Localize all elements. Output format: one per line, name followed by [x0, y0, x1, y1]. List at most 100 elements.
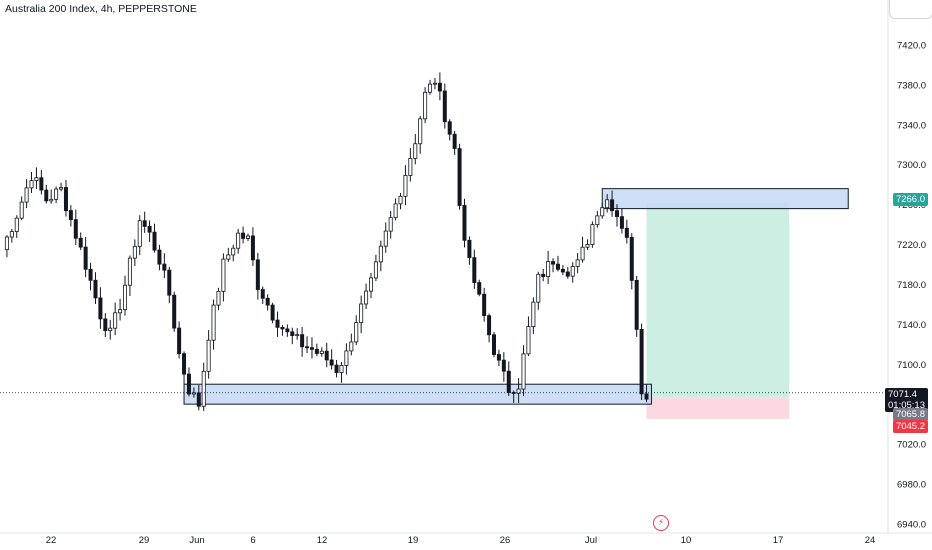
candle-body [147, 225, 152, 233]
candle-body [68, 210, 73, 221]
candle-body [83, 246, 88, 270]
lightning-icon[interactable]: ⚡ [653, 515, 669, 531]
candle-body [29, 180, 34, 189]
candle-body [491, 334, 496, 355]
candle-body [221, 258, 226, 292]
y-tick-label: 7300.0 [897, 160, 926, 171]
candle-body [501, 359, 506, 372]
candle-body [364, 290, 369, 305]
candle-body [4, 236, 9, 251]
price-axis[interactable]: 6940.06980.07020.07060.07100.07140.07180… [897, 41, 926, 531]
candle-body [482, 293, 487, 317]
candle-body [295, 334, 300, 337]
candle-body [644, 393, 649, 400]
candle-body [585, 244, 590, 248]
candles-layer [4, 72, 649, 411]
y-tick-label: 6980.0 [897, 479, 926, 490]
y-tick-label: 7020.0 [897, 440, 926, 451]
chart-toolbar-toggle[interactable] [889, 0, 932, 19]
candle-body [423, 91, 428, 120]
candle-body [280, 326, 285, 330]
x-tick-label: Jul [585, 535, 597, 546]
candle-body [418, 118, 423, 145]
candle-body [245, 235, 250, 239]
candle-body [162, 263, 167, 271]
candle-body [231, 247, 236, 256]
candle-body [477, 282, 482, 295]
x-tick-label: Jun [189, 535, 204, 546]
candle-body [378, 245, 383, 263]
candle-body [98, 297, 103, 320]
candle-body [344, 350, 349, 366]
x-tick-label: 17 [773, 535, 784, 546]
candle-body [211, 304, 216, 341]
candle-body [610, 199, 615, 212]
candle-body [590, 224, 595, 245]
candle-body [226, 254, 231, 260]
profit-zone [646, 202, 790, 398]
candle-body [260, 289, 265, 299]
candle-body [536, 273, 541, 303]
candle-body [324, 350, 329, 361]
candle-body [555, 263, 560, 270]
candle-body [103, 318, 108, 332]
x-tick-label: 19 [408, 535, 419, 546]
candle-body [442, 90, 447, 123]
candle-body [383, 230, 388, 247]
candle-body [526, 326, 531, 355]
stop-price-label: 7065.8 [892, 408, 928, 421]
candle-body [270, 304, 275, 321]
candle-body [309, 347, 314, 350]
candle-body [521, 353, 526, 390]
candle-body [19, 201, 24, 219]
candle-body [472, 257, 477, 283]
candle-body [118, 309, 123, 314]
time-axis[interactable]: 22 29 Jun 6 12 19 26 Jul 10 17 24 [46, 535, 876, 546]
target-price-label: 7266.0 [892, 193, 928, 206]
chart-title: Australia 200 Index, 4h, PEPPERSTONE [5, 3, 197, 15]
bar-countdown: 01:05:13 [888, 400, 925, 411]
candle-body [123, 284, 128, 311]
candle-body [314, 348, 319, 354]
candle-body [447, 121, 452, 135]
candle-body [319, 350, 324, 354]
candle-body [54, 188, 59, 200]
candle-body [59, 187, 64, 190]
x-tick-label: 24 [865, 535, 876, 546]
zones-layer [183, 188, 849, 419]
candle-body [132, 245, 137, 259]
candle-body [142, 220, 147, 227]
candle-body [496, 354, 501, 361]
y-tick-label: 6940.0 [897, 519, 926, 530]
candle-body [24, 187, 29, 203]
candle-body [255, 259, 260, 290]
candle-body [432, 82, 437, 85]
candle-body [9, 231, 14, 238]
candle-body [334, 364, 339, 373]
candle-body [241, 232, 246, 239]
candle-body [639, 329, 644, 395]
candle-body [349, 341, 354, 352]
y-tick-label: 7100.0 [897, 360, 926, 371]
y-tick-label: 7340.0 [897, 120, 926, 131]
candle-body [600, 207, 605, 217]
candle-body [506, 370, 511, 393]
candle-body [216, 291, 221, 306]
candle-body [541, 273, 546, 277]
candle-body [14, 217, 19, 233]
candle-body [595, 215, 600, 226]
candle-body [398, 195, 403, 205]
candle-body [275, 319, 280, 328]
candle-body [403, 175, 408, 197]
candle-body [236, 232, 241, 249]
candle-body [413, 143, 418, 159]
candle-body [619, 216, 624, 229]
candle-body [551, 261, 556, 265]
candle-body [305, 346, 310, 349]
candle-body [605, 199, 610, 209]
candle-body [329, 359, 334, 366]
candle-body [629, 237, 634, 281]
candle-body [516, 388, 521, 394]
candle-body [78, 237, 83, 248]
